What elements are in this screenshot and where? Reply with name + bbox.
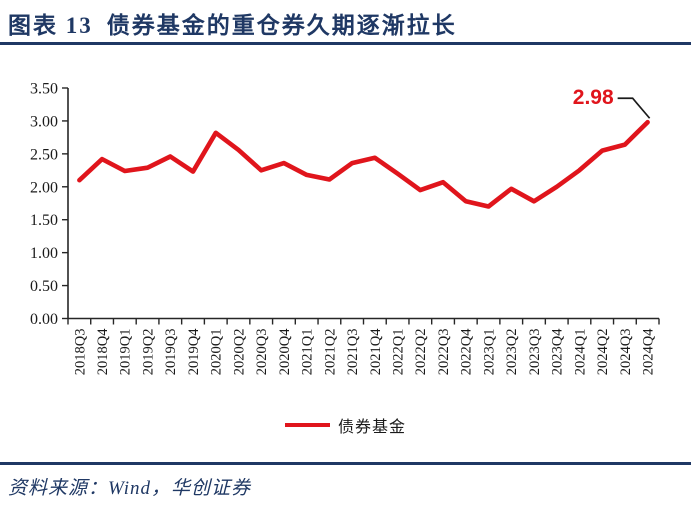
svg-text:2023Q4: 2023Q4	[550, 328, 566, 375]
svg-text:2022Q2: 2022Q2	[413, 329, 429, 376]
svg-text:2022Q3: 2022Q3	[436, 329, 452, 376]
svg-text:2023Q1: 2023Q1	[481, 329, 497, 376]
figure-number: 图表 13	[8, 13, 93, 38]
svg-text:3.50: 3.50	[30, 81, 58, 98]
svg-text:2.50: 2.50	[30, 146, 58, 163]
svg-text:2019Q1: 2019Q1	[118, 329, 134, 376]
svg-text:2024Q4: 2024Q4	[641, 328, 657, 375]
legend-series-label: 债券基金	[337, 419, 406, 436]
svg-text:2023Q3: 2023Q3	[527, 329, 543, 376]
svg-text:2024Q2: 2024Q2	[595, 329, 611, 376]
svg-text:2018Q3: 2018Q3	[72, 329, 88, 376]
svg-text:2020Q1: 2020Q1	[209, 329, 225, 376]
source-note: 资料来源：Wind，华创证券	[8, 478, 252, 499]
svg-text:3.00: 3.00	[30, 113, 58, 130]
svg-text:2019Q2: 2019Q2	[140, 329, 156, 376]
svg-text:2020Q4: 2020Q4	[277, 328, 293, 375]
svg-text:1.00: 1.00	[30, 245, 58, 262]
svg-text:2022Q4: 2022Q4	[459, 328, 475, 375]
svg-text:2021Q3: 2021Q3	[345, 329, 361, 376]
svg-text:2024Q1: 2024Q1	[572, 329, 588, 376]
svg-text:2018Q4: 2018Q4	[95, 328, 111, 375]
svg-text:2024Q3: 2024Q3	[618, 329, 634, 376]
header-divider	[0, 42, 691, 45]
svg-text:1.50: 1.50	[30, 212, 58, 229]
svg-text:0.50: 0.50	[30, 278, 58, 295]
svg-text:2019Q4: 2019Q4	[186, 328, 202, 375]
last-value-callout-label: 2.98	[572, 86, 614, 110]
svg-text:2022Q1: 2022Q1	[391, 329, 407, 376]
figure-header: 图表 13 债券基金的重仓券久期逐渐拉长	[8, 6, 457, 40]
footer-divider	[0, 462, 691, 465]
svg-text:2021Q2: 2021Q2	[322, 329, 338, 376]
svg-text:0.00: 0.00	[30, 311, 58, 328]
chart-legend: 债券基金	[0, 413, 691, 437]
svg-text:2.00: 2.00	[30, 179, 58, 196]
svg-text:2023Q2: 2023Q2	[504, 329, 520, 376]
svg-text:2020Q3: 2020Q3	[254, 329, 270, 376]
svg-text:2021Q4: 2021Q4	[368, 328, 384, 375]
svg-text:2020Q2: 2020Q2	[231, 329, 247, 376]
svg-text:2021Q1: 2021Q1	[300, 329, 316, 376]
figure-title: 债券基金的重仓券久期逐渐拉长	[106, 13, 457, 38]
legend-line-swatch	[284, 423, 330, 427]
svg-text:2019Q3: 2019Q3	[163, 329, 179, 376]
